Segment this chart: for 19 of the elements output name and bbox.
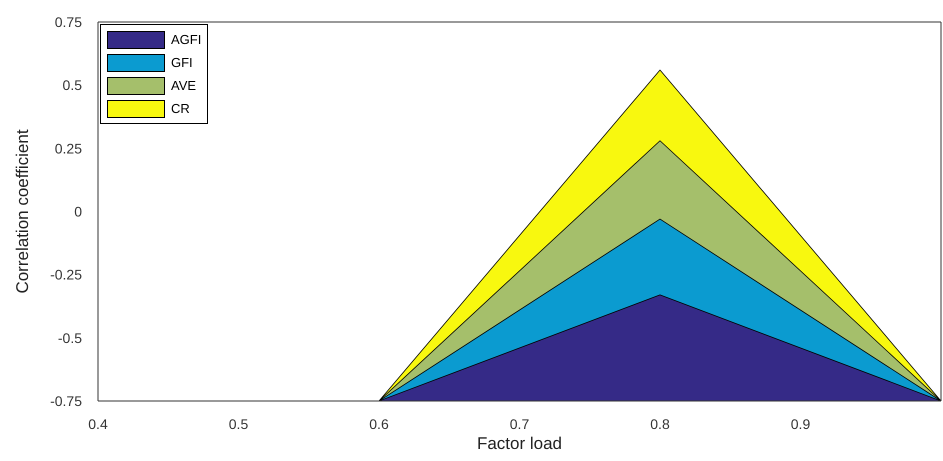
y-tick-label: -0.5 — [58, 330, 82, 346]
y-tick-label: 0 — [74, 203, 82, 220]
x-tick-label: 0.8 — [650, 416, 670, 432]
x-tick-label: 0.6 — [369, 416, 389, 432]
legend-label: CR — [171, 101, 190, 116]
x-tick-label: 0.4 — [88, 416, 108, 432]
y-tick-label: -0.25 — [50, 266, 82, 283]
y-tick-label: -0.75 — [50, 392, 82, 409]
x-tick-label: 0.7 — [510, 416, 530, 432]
legend-label: AGFI — [171, 32, 202, 47]
x-axis-title: Factor load — [476, 434, 562, 453]
y-axis-title: Correlation coefficient — [13, 129, 32, 294]
x-tick-label: 0.5 — [228, 416, 248, 432]
y-tick-label: 0.25 — [54, 140, 82, 156]
x-tick-label: 0.9 — [790, 416, 810, 432]
y-tick-label: 0.5 — [62, 77, 82, 94]
legend-label: AVE — [171, 78, 196, 93]
legend-label: GFI — [171, 55, 193, 70]
y-tick-label: 0.75 — [54, 14, 82, 30]
